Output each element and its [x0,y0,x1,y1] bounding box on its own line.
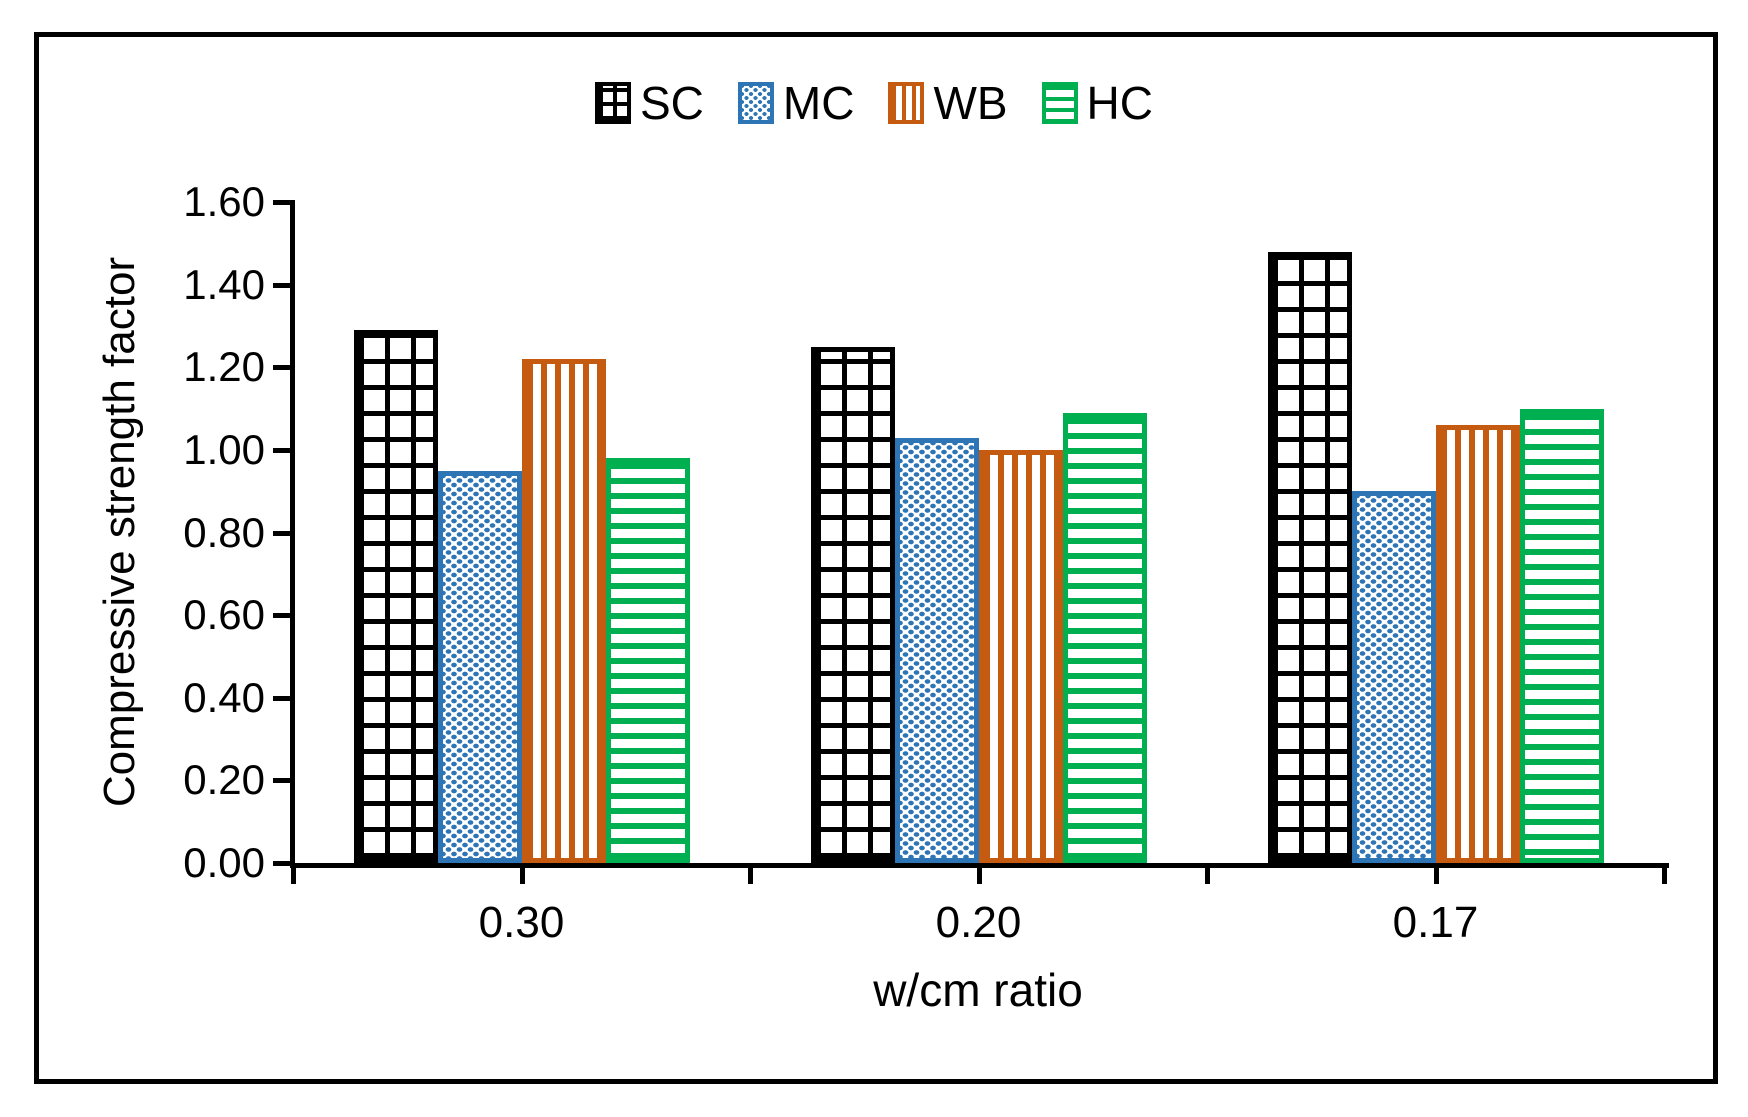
x-tick-6 [1662,866,1667,884]
x-tick-3 [976,866,982,884]
y-tick-1.60 [273,200,293,206]
legend-swatch-hc [1041,82,1078,124]
legend-item-hc: HC [1041,77,1153,129]
legend-label-wb: WB [933,77,1008,129]
bar-wb-0.20 [979,450,1063,863]
bar-hc-0.17 [1520,409,1604,863]
bar-mc-0.20 [895,438,979,863]
y-tick-label-0.80: 0.80 [183,508,265,556]
x-tick-1 [519,866,525,884]
y-tick-label-1.40: 1.40 [183,260,265,308]
bar-sc-0.30 [354,330,438,863]
y-tick-1.40 [273,282,293,288]
legend: SC MC WB HC [0,80,1748,126]
y-axis-title: Compressive strength factor [95,256,144,808]
x-category-label-0.17: 0.17 [1392,898,1479,947]
legend-label-hc: HC [1086,77,1153,129]
bar-hc-0.30 [606,458,690,863]
y-tick-0.40 [273,695,293,701]
y-tick-label-1.60: 1.60 [183,178,265,226]
legend-label-mc: MC [782,77,855,129]
x-tick-2 [748,866,753,884]
x-tick-0 [291,866,296,884]
y-tick-0.20 [273,778,293,784]
y-tick-0.80 [273,530,293,536]
bar-wb-0.17 [1436,425,1520,863]
legend-label-sc: SC [639,77,704,129]
y-tick-0.60 [273,613,293,619]
bar-mc-0.17 [1352,491,1436,863]
legend-item-sc: SC [594,77,704,129]
y-tick-label-0.20: 0.20 [183,756,265,804]
x-category-label-0.30: 0.30 [478,898,565,947]
y-tick-1.20 [273,365,293,371]
x-axis-line [290,863,1669,868]
y-tick-label-1.00: 1.00 [183,426,265,473]
x-axis-title: w/cm ratio [873,964,1083,1016]
x-tick-4 [1205,866,1210,884]
legend-swatch-wb [888,82,925,124]
y-tick-label-0.60: 0.60 [183,591,265,639]
x-category-label-0.20: 0.20 [935,898,1022,947]
bar-wb-0.30 [522,359,606,863]
y-tick-1.00 [273,448,293,453]
legend-item-mc: MC [737,77,855,129]
legend-swatch-mc [737,82,774,124]
bar-sc-0.20 [811,347,895,863]
y-tick-0.00 [273,861,293,866]
y-tick-label-0.00: 0.00 [183,839,265,886]
bar-mc-0.30 [438,471,522,863]
bar-hc-0.20 [1063,413,1147,863]
outer-border [34,32,1718,1084]
y-tick-label-0.40: 0.40 [183,673,265,721]
legend-item-wb: WB [888,77,1008,129]
x-tick-5 [1433,866,1439,884]
y-tick-label-1.20: 1.20 [183,343,265,391]
bar-sc-0.17 [1268,252,1352,863]
legend-swatch-sc [594,82,631,124]
